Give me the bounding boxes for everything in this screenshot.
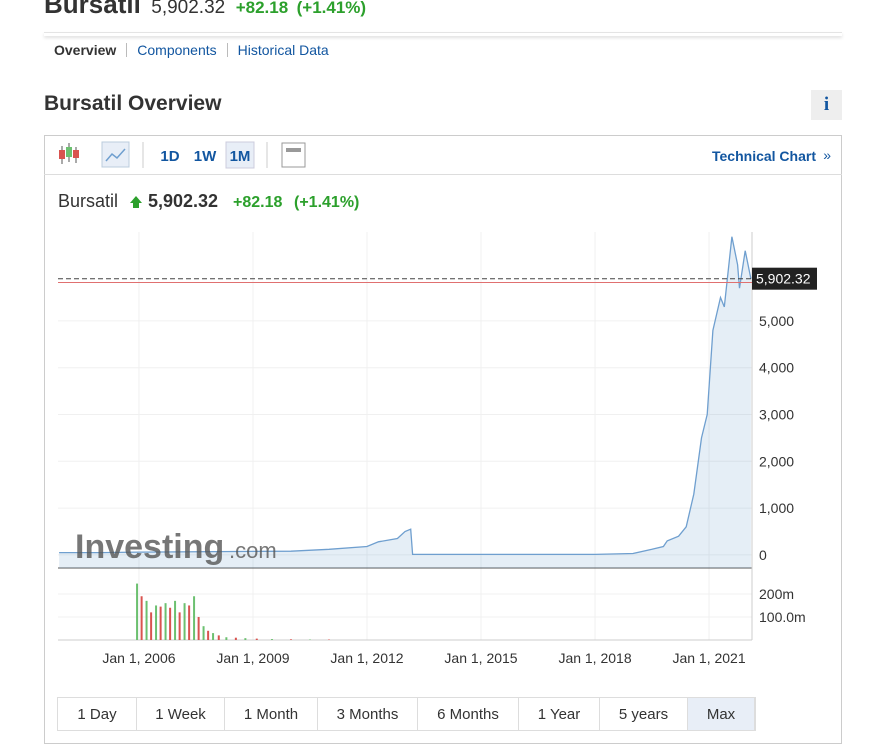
volume-bar (169, 607, 172, 640)
tab[interactable]: Components (137, 42, 217, 58)
header-divider (44, 32, 842, 36)
period-button[interactable]: 1W (194, 148, 217, 165)
volume-bar (234, 637, 237, 640)
volume-bar (164, 603, 167, 640)
legend-percent: (+1.41%) (294, 194, 359, 211)
volume-bar (217, 635, 220, 640)
y-tick-label: 4,000 (759, 360, 794, 376)
volume-bar (188, 605, 191, 640)
range-button[interactable]: 6 Months (418, 698, 519, 730)
x-tick-label: Jan 1, 2009 (216, 650, 289, 666)
header-percent: (+1.41%) (296, 0, 367, 17)
instrument-title: Bursatil (44, 0, 141, 19)
price-line (59, 236, 752, 556)
range-bar: 1 Day 1 Week 1 Month 3 Months 6 Months 1 Year… (57, 697, 756, 731)
plot: Jan 1, 2006 Jan 1, 2009 Jan 1, 2012 Jan 1, … (58, 232, 817, 666)
x-tick-label: Jan 1, 2021 (672, 650, 745, 666)
range-button[interactable]: 1 Year (519, 698, 600, 730)
y-tick-label: 1,000 (759, 500, 794, 516)
up-arrow (130, 196, 142, 208)
area-fill (59, 236, 751, 568)
y-tick-label: 2,000 (759, 453, 794, 469)
range-button[interactable]: 1 Month (225, 698, 318, 730)
watermark-suffix: .com (229, 538, 277, 563)
link-arrow: » (823, 147, 831, 163)
volume-bar (136, 583, 139, 640)
candle-icon[interactable] (59, 143, 79, 164)
volume-bar (207, 630, 210, 640)
area-icon-line (105, 148, 126, 162)
volume-bar (289, 639, 292, 640)
range-button[interactable]: 1 Week (137, 698, 225, 730)
volume-bar (197, 616, 200, 640)
legend-price: 5,902.32 (148, 191, 218, 211)
tab[interactable]: Historical Data (237, 42, 329, 58)
period-selected-bg (225, 141, 255, 169)
volume-bar (244, 638, 247, 640)
x-tick-label: Jan 1, 2006 (102, 650, 175, 666)
price-tag-bg (752, 267, 817, 290)
volume-bar (178, 612, 181, 640)
tab[interactable]: Overview (54, 42, 117, 58)
range-button[interactable]: 3 Months (318, 698, 418, 730)
period-button[interactable]: 1D (160, 148, 179, 165)
y-tick-label: 3,000 (759, 407, 794, 423)
volume-bar (145, 600, 148, 640)
quote-header: Bursatil 5,902.32 +82.18 (+1.41%) (44, 0, 366, 19)
x-tick-label: Jan 1, 2015 (444, 650, 517, 666)
volume-bar (174, 600, 177, 640)
tab-separator (126, 43, 128, 57)
area-icon[interactable] (101, 141, 130, 168)
period-button[interactable]: 1M (230, 148, 251, 165)
volume-bar (140, 596, 143, 640)
news-icon[interactable] (281, 142, 306, 168)
y2-tick-label: 200m (759, 586, 794, 602)
price-tag: 5,902.32 (756, 271, 811, 287)
volume-bar (193, 596, 196, 640)
y-tick-label: 5,000 (759, 313, 794, 329)
x-tick-label: Jan 1, 2012 (330, 650, 403, 666)
y-tick-label: 0 (759, 547, 767, 563)
legend-change: +82.18 (233, 194, 282, 211)
range-button[interactable]: 5 years (600, 698, 688, 730)
volume-bar (155, 605, 158, 640)
volume-bar (150, 612, 153, 640)
technical-chart-link[interactable]: Technical Chart (712, 148, 816, 164)
tab-bar: Overview Components Historical Data (54, 42, 329, 58)
header-change: +82.18 (235, 0, 289, 17)
volume-bar (212, 633, 215, 640)
info-button[interactable]: i (811, 90, 842, 120)
news-icon-line (286, 148, 301, 152)
tab-separator (226, 43, 228, 57)
chart-panel (44, 135, 842, 744)
volume-bar (183, 603, 186, 640)
header-price: 5,902.32 (151, 0, 226, 18)
section-title: Bursatil Overview (44, 92, 222, 115)
volume-bar (202, 626, 205, 640)
y2-tick-label: 100.0m (759, 609, 806, 625)
range-button[interactable]: Max (688, 698, 755, 730)
volume-bar (159, 606, 162, 640)
x-tick-label: Jan 1, 2018 (558, 650, 631, 666)
range-button[interactable]: 1 Day (58, 698, 137, 730)
watermark-brand: Investing (75, 528, 224, 566)
volume-bar (270, 639, 273, 640)
volume-bar (225, 637, 228, 640)
volume-bar (255, 638, 258, 640)
legend-name: Bursatil (58, 191, 118, 211)
toolbar-divider (44, 174, 842, 175)
